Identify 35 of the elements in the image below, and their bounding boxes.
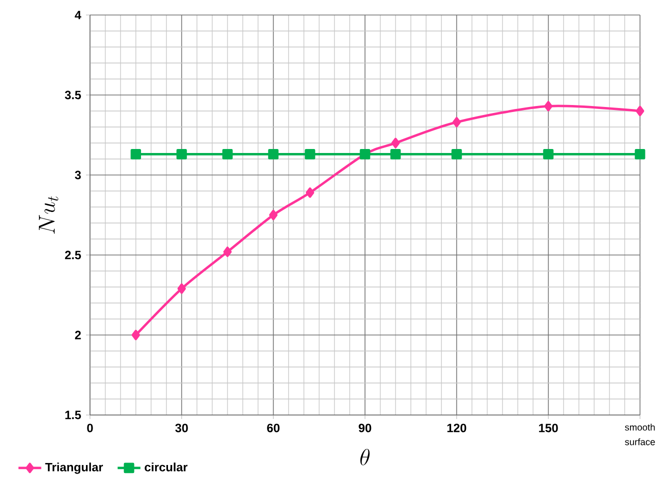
x-tick-label: 90 <box>358 424 372 432</box>
y-tick-label: 2 <box>75 330 81 340</box>
point <box>268 149 279 160</box>
point <box>544 101 553 112</box>
y-tick-label: 1.5 <box>65 410 81 420</box>
x-tick-label: 120 <box>447 424 466 432</box>
x-tick-label: smooth surface <box>624 424 655 446</box>
point <box>222 149 233 160</box>
y-tick-label: 3.5 <box>64 90 81 100</box>
x-tick-label: 0 <box>87 424 93 432</box>
point <box>223 246 232 257</box>
point <box>391 138 400 148</box>
y-tick-label: 3 <box>74 170 81 180</box>
x-tick-label: 30 <box>175 424 188 432</box>
point <box>451 149 462 160</box>
point <box>177 283 186 294</box>
point <box>390 149 401 160</box>
point <box>304 149 316 160</box>
point <box>634 149 646 160</box>
x-tick-label: 60 <box>267 424 280 432</box>
x-axis-title: $\theta$ <box>360 448 370 466</box>
point <box>130 149 142 160</box>
y-tick-label: 2.5 <box>65 250 81 260</box>
point <box>306 187 314 198</box>
x-tick-label: 150 <box>539 424 558 432</box>
point <box>636 106 644 116</box>
point <box>132 330 140 340</box>
y-axis-title: $Nu_t$ <box>38 196 58 234</box>
y-tick-label: 4 <box>74 10 82 20</box>
legend-label: circular <box>144 462 188 472</box>
legend-label: Triangular <box>45 462 103 474</box>
point <box>452 116 461 128</box>
point <box>269 210 278 220</box>
point <box>543 149 554 160</box>
point <box>176 149 187 160</box>
